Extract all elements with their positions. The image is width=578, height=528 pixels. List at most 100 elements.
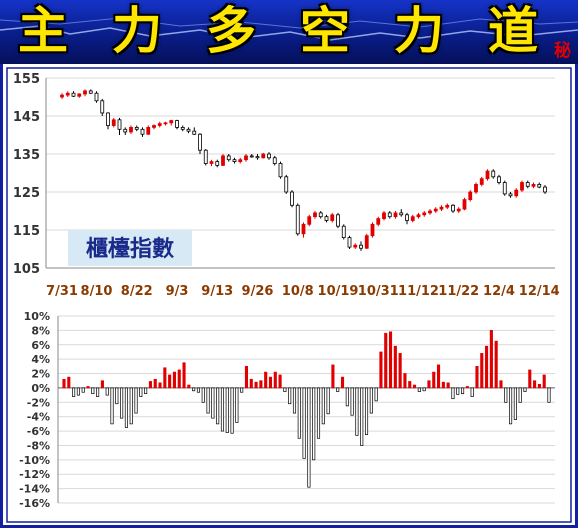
pct-bar — [336, 387, 340, 392]
pct-bar — [211, 387, 215, 419]
candle-body — [169, 120, 174, 124]
date-tick-label: 8/22 — [121, 284, 153, 299]
pct-bar — [172, 371, 176, 389]
date-tick-label: 7/31 — [46, 284, 78, 299]
candle-body — [382, 212, 386, 219]
candle-body — [479, 178, 484, 185]
pct-bar — [201, 387, 205, 403]
pct-bar — [331, 364, 335, 389]
pct-bar — [417, 387, 421, 392]
pct-bar — [139, 387, 143, 397]
pct-bar — [67, 376, 71, 389]
pct-bar — [547, 387, 551, 403]
banner-title-char: 空 — [300, 2, 350, 60]
date-tick-label: 11/12 — [398, 284, 439, 299]
candle-body — [474, 183, 478, 193]
pct-bar — [422, 387, 426, 392]
pct-bar — [465, 386, 469, 389]
pct-bar — [427, 380, 431, 389]
pct-bar — [297, 387, 301, 439]
pct-bar — [153, 378, 157, 389]
candle-body — [215, 161, 220, 166]
pct-bar — [509, 387, 513, 425]
candle-body — [88, 90, 93, 94]
date-tick-label: 10/19 — [318, 284, 359, 299]
candle-body — [146, 127, 151, 135]
candle-body — [175, 120, 179, 128]
pct-bar — [499, 380, 503, 389]
candle-body — [106, 112, 110, 126]
pct-bar — [537, 383, 541, 389]
candle-body — [341, 225, 346, 238]
pct-bar — [384, 332, 388, 389]
candle-body — [198, 133, 202, 151]
pct-bar — [340, 376, 345, 389]
pct-bar — [408, 381, 412, 389]
candle-body — [491, 170, 496, 178]
candle-body — [364, 235, 369, 249]
pct-bar — [91, 387, 95, 395]
pct-bar — [158, 382, 162, 389]
pct-bar — [504, 387, 508, 403]
pct-bar — [230, 387, 234, 434]
pct-tick-label: 10% — [24, 310, 50, 323]
pct-bar — [533, 380, 537, 389]
candle-body — [525, 182, 530, 187]
candle-body — [531, 183, 536, 187]
candle-body — [410, 216, 415, 221]
pct-bar — [489, 330, 493, 389]
candle-body — [140, 128, 145, 135]
pct-tick-label: -16% — [19, 497, 50, 510]
candle-body — [445, 204, 450, 208]
candle-body — [272, 157, 277, 164]
candle-body — [428, 210, 432, 214]
index-title: 櫃檯指數 — [86, 237, 174, 262]
banner-secret-mark: 秘 — [554, 41, 571, 61]
candle-body — [508, 193, 513, 197]
candle-body — [439, 206, 444, 210]
pct-bar — [307, 387, 311, 488]
pct-tick-label: 4% — [31, 353, 50, 366]
candle-body — [290, 191, 294, 206]
pct-bar — [225, 387, 229, 433]
candle-body — [387, 212, 392, 218]
candle-body — [255, 156, 260, 159]
pct-bar — [288, 387, 292, 405]
pct-bar — [163, 367, 167, 389]
candle-body — [359, 244, 363, 249]
pct-bar — [316, 387, 321, 439]
candle-body — [249, 155, 254, 158]
pct-bar — [321, 387, 325, 425]
pct-bar — [182, 362, 186, 389]
pct-bar — [240, 387, 244, 393]
candle-body — [330, 214, 335, 221]
candle-body — [244, 155, 248, 161]
pct-bar — [437, 364, 441, 389]
pct-bar — [177, 369, 181, 389]
candle-body — [123, 128, 128, 133]
candle-body — [238, 159, 243, 162]
pct-bar — [441, 381, 445, 389]
candle-body — [399, 212, 404, 216]
pct-bar — [134, 387, 138, 414]
pct-tick-label: 8% — [31, 324, 50, 337]
candle-body — [307, 216, 312, 225]
candle-body — [186, 128, 191, 132]
candle-body — [520, 182, 524, 191]
date-tick-label: 12/4 — [483, 284, 515, 299]
pct-bar — [350, 387, 354, 416]
pct-bar — [528, 369, 532, 389]
pct-bar — [364, 387, 369, 436]
candle-body — [451, 204, 455, 212]
pct-bar — [355, 387, 359, 436]
candle-body — [313, 212, 317, 218]
price-tick-label: 105 — [13, 262, 40, 277]
candle-body — [117, 119, 122, 130]
candle-body — [157, 123, 162, 126]
candle-body — [111, 119, 116, 126]
price-tick-label: 145 — [13, 110, 40, 125]
candle-body — [422, 212, 427, 216]
pct-bar — [398, 353, 402, 389]
candle-body — [65, 92, 70, 96]
